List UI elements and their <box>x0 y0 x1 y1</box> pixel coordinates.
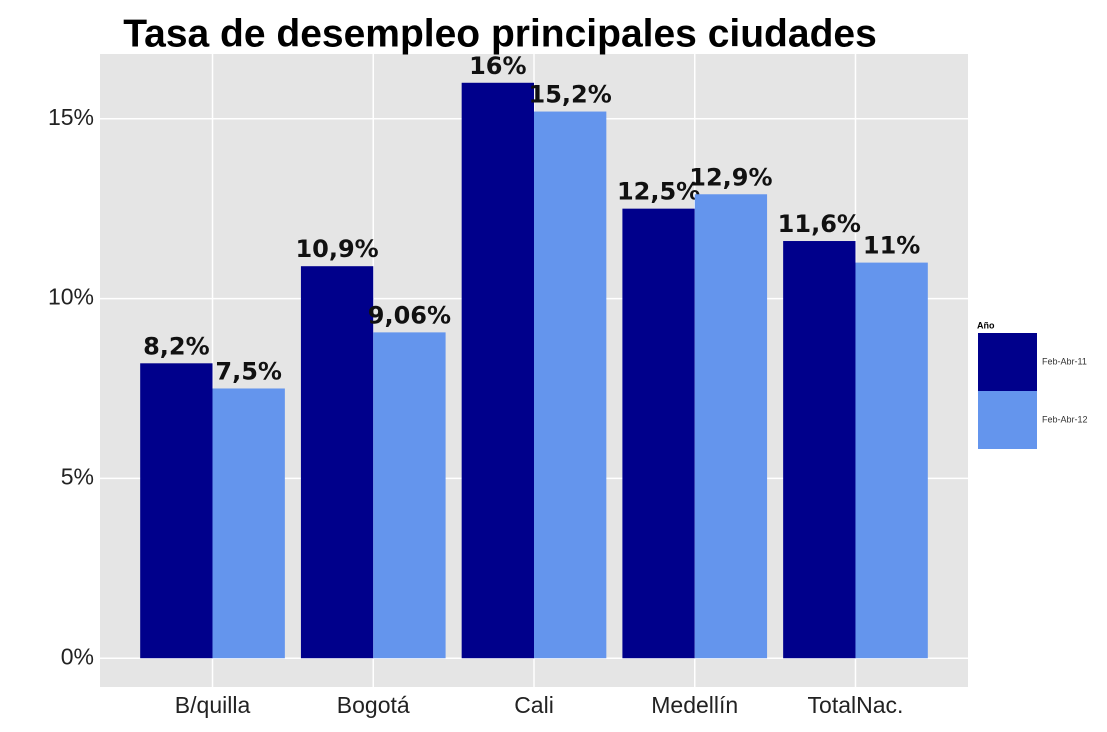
bar <box>212 388 285 659</box>
legend-label: Feb-Abr-12 <box>1042 414 1088 424</box>
value-label: 8,2% <box>143 332 210 360</box>
y-tick-label: 10% <box>48 284 94 310</box>
bar <box>855 262 928 659</box>
value-label: 11,6% <box>778 210 861 238</box>
bar <box>373 332 446 659</box>
value-label: 10,9% <box>295 235 378 263</box>
value-label: 12,9% <box>689 163 772 191</box>
y-tick-label: 15% <box>48 104 94 130</box>
x-tick-label: Bogotá <box>337 692 410 718</box>
bar <box>694 194 768 659</box>
value-label: 9,06% <box>368 301 451 329</box>
x-tick-label: Medellín <box>651 692 738 718</box>
legend-title: Año <box>977 320 995 330</box>
legend-key <box>978 333 1037 391</box>
value-label: 7,5% <box>215 357 282 385</box>
bar <box>783 241 856 659</box>
bar <box>140 363 213 659</box>
bar <box>622 208 695 659</box>
value-label: 16% <box>469 52 526 80</box>
value-label: 12,5% <box>617 178 700 206</box>
chart-title: Tasa de desempleo principales ciudades <box>123 12 877 55</box>
x-tick-label: TotalNac. <box>808 692 904 718</box>
y-tick-label: 5% <box>61 463 94 489</box>
legend-key <box>978 391 1037 449</box>
legend-label: Feb-Abr-11 <box>1042 356 1087 366</box>
bar <box>300 266 374 659</box>
x-tick-label: Cali <box>514 692 554 718</box>
value-label: 11% <box>863 232 920 260</box>
bar <box>461 82 534 659</box>
value-label: 15,2% <box>529 81 612 109</box>
x-tick-label: B/quilla <box>175 692 251 718</box>
y-tick-label: 0% <box>61 643 94 669</box>
bar <box>534 111 607 659</box>
